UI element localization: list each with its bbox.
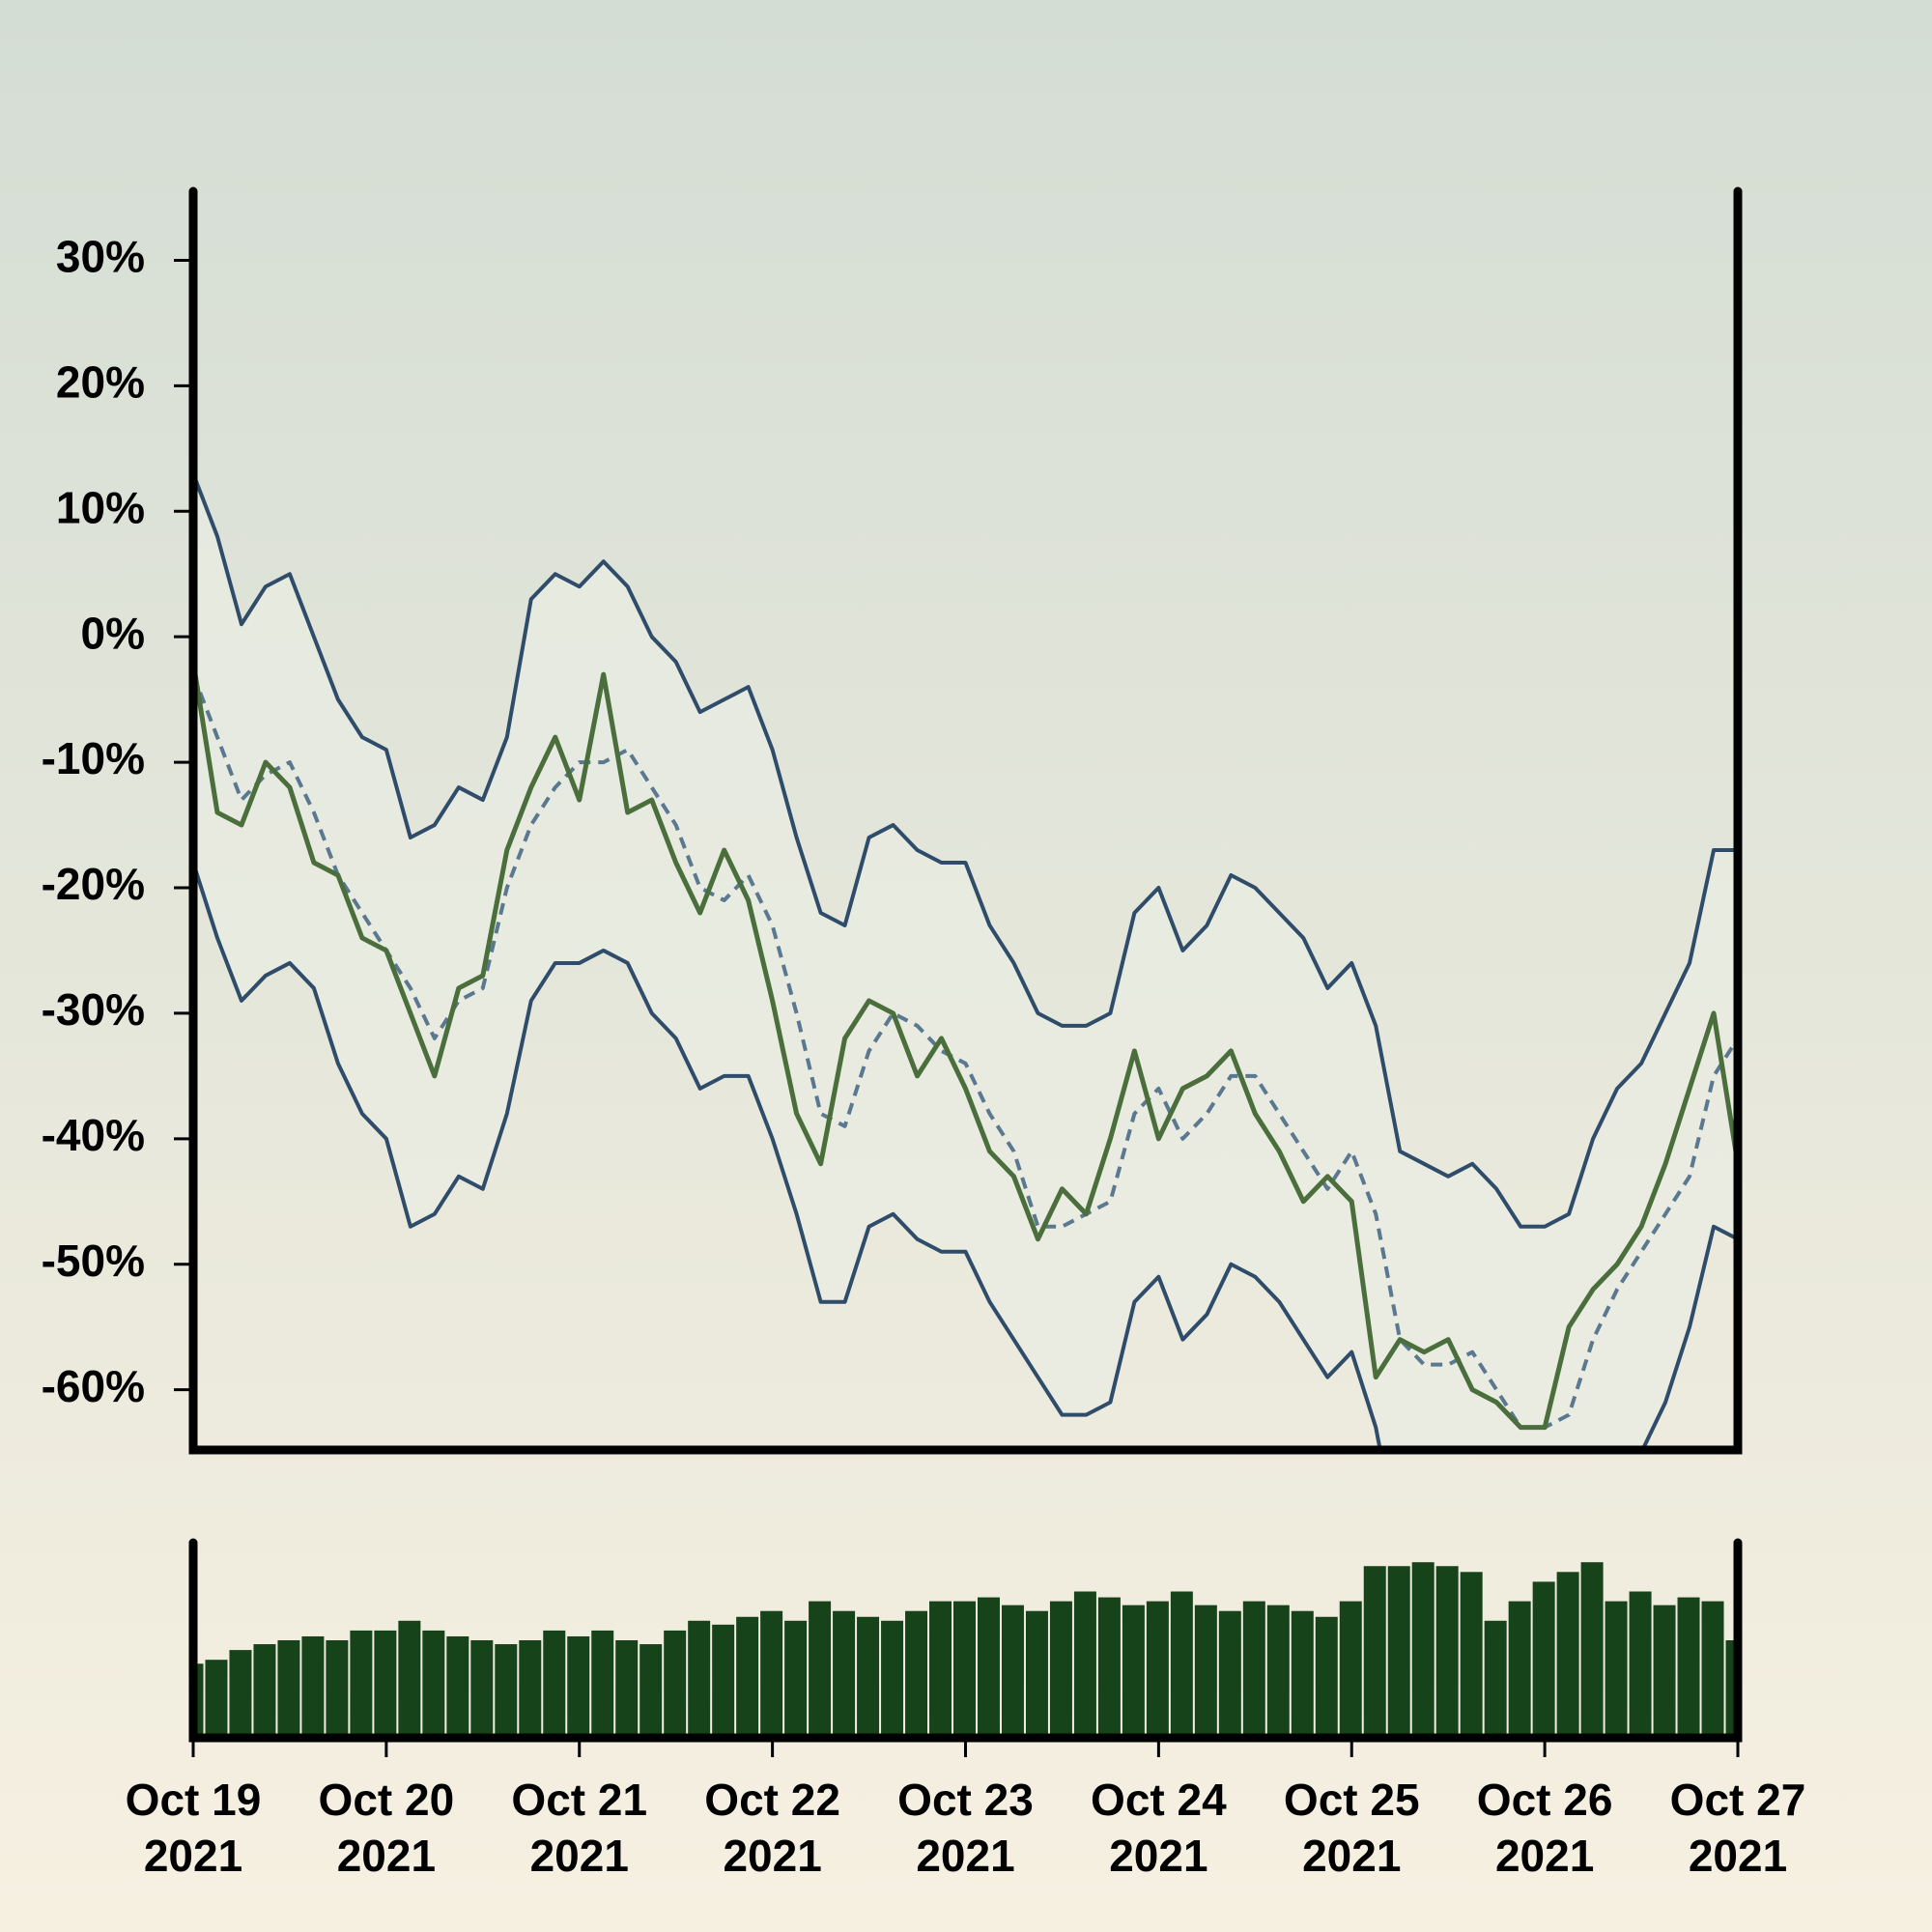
volume-bar xyxy=(664,1630,687,1738)
x-tick-label: Oct 27 2021 xyxy=(1670,1775,1806,1881)
volume-bar xyxy=(1122,1605,1145,1738)
y-tick-label: 0% xyxy=(81,608,145,658)
volume-bar xyxy=(905,1610,928,1738)
x-tick-label: Oct 19 2021 xyxy=(126,1775,262,1881)
volume-bar xyxy=(1242,1601,1265,1738)
volume-bar xyxy=(1387,1566,1410,1738)
volume-bar xyxy=(1339,1601,1362,1738)
volume-bar xyxy=(543,1630,566,1738)
volume-bar xyxy=(470,1640,494,1738)
volume-bar xyxy=(193,1663,204,1738)
volume-bar xyxy=(446,1635,469,1738)
band-line xyxy=(193,862,1738,1450)
volume-bar xyxy=(736,1616,759,1738)
volume-bar xyxy=(591,1630,614,1738)
volume-bar xyxy=(277,1640,300,1738)
volume-bar xyxy=(1701,1601,1724,1738)
x-tick-label: Oct 20 2021 xyxy=(319,1775,455,1881)
volume-bar xyxy=(1580,1562,1604,1738)
volume-bar xyxy=(953,1601,976,1738)
y-tick-label: -40% xyxy=(42,1110,145,1160)
volume-bar xyxy=(422,1630,445,1738)
volume-bar xyxy=(519,1640,542,1738)
volume-bar xyxy=(977,1597,1000,1738)
volume-bar xyxy=(1556,1572,1579,1738)
volume-bar xyxy=(1435,1566,1459,1738)
volume-bar xyxy=(1629,1591,1652,1738)
band-line xyxy=(193,472,1738,1229)
x-tick-label: Oct 25 2021 xyxy=(1284,1775,1420,1881)
axis-frame xyxy=(188,1538,1743,1743)
volume-bar xyxy=(1411,1562,1435,1738)
volume-bar xyxy=(881,1620,904,1738)
volume-bar xyxy=(567,1635,590,1738)
y-tick-label: 20% xyxy=(56,357,145,408)
volume-bar xyxy=(1146,1601,1169,1738)
y-tick-label: 30% xyxy=(56,232,145,282)
volume-bar xyxy=(1484,1620,1507,1738)
y-tick-label: -10% xyxy=(42,733,145,783)
volume-bar xyxy=(833,1610,856,1738)
volume-bar xyxy=(1073,1591,1096,1738)
volume-bar xyxy=(809,1601,832,1738)
volume-bar xyxy=(1194,1605,1217,1738)
volume-bar xyxy=(1097,1597,1121,1738)
volume-bar xyxy=(1653,1605,1676,1738)
volume-bar xyxy=(1532,1581,1555,1738)
volume-bar xyxy=(1266,1605,1290,1738)
volume-bar xyxy=(712,1624,735,1738)
y-tick-label: -30% xyxy=(42,984,145,1035)
volume-bar xyxy=(205,1660,228,1738)
volume-bar xyxy=(301,1635,325,1738)
volume-bar xyxy=(1170,1591,1193,1738)
volume-bar xyxy=(857,1616,880,1738)
middle-band-line xyxy=(193,673,1738,1430)
volume-bar xyxy=(229,1650,252,1738)
volume-bar xyxy=(350,1630,373,1738)
x-tick-label: Oct 22 2021 xyxy=(704,1775,840,1881)
x-tick-label: Oct 21 2021 xyxy=(511,1775,647,1881)
volume-bar xyxy=(784,1620,808,1738)
volume-bar xyxy=(374,1630,397,1738)
price-line xyxy=(193,661,1738,1431)
volume-bar xyxy=(1218,1610,1241,1738)
plot-layer: 30% 20% 10% 0% -10% -20% -30% -40% -50% -60% Oct 1… xyxy=(42,186,1806,1881)
volume-bar xyxy=(688,1620,711,1738)
x-tick-label: Oct 23 2021 xyxy=(897,1775,1034,1881)
x-tick-label: Oct 24 2021 xyxy=(1091,1775,1227,1881)
volume-bar xyxy=(1460,1572,1483,1738)
volume-bar xyxy=(760,1610,783,1738)
volume-bar xyxy=(1001,1605,1024,1738)
volume-bar xyxy=(639,1644,663,1738)
volume-bar xyxy=(1049,1601,1072,1738)
volume-bar xyxy=(1291,1610,1314,1738)
axis-frame xyxy=(188,186,1743,1455)
y-tick-label: 10% xyxy=(56,482,145,532)
volume-bar xyxy=(253,1644,276,1738)
volume-bar xyxy=(1315,1616,1338,1738)
volume-bar xyxy=(495,1644,518,1738)
volume-bar xyxy=(326,1640,349,1738)
y-tick-label: -50% xyxy=(42,1236,145,1286)
volume-bar xyxy=(1677,1597,1700,1738)
volume-bar xyxy=(615,1640,639,1738)
y-tick-label: -20% xyxy=(42,859,145,909)
volume-bar xyxy=(398,1620,421,1738)
volume-bar xyxy=(1025,1610,1048,1738)
volume-bar xyxy=(1725,1640,1736,1738)
volume-bar xyxy=(1363,1566,1386,1738)
x-tick-label: Oct 26 2021 xyxy=(1477,1775,1613,1881)
volume-bar xyxy=(1508,1601,1531,1738)
volume-bar xyxy=(1605,1601,1628,1738)
volume-bar xyxy=(929,1601,952,1738)
y-tick-label: -60% xyxy=(42,1361,145,1411)
